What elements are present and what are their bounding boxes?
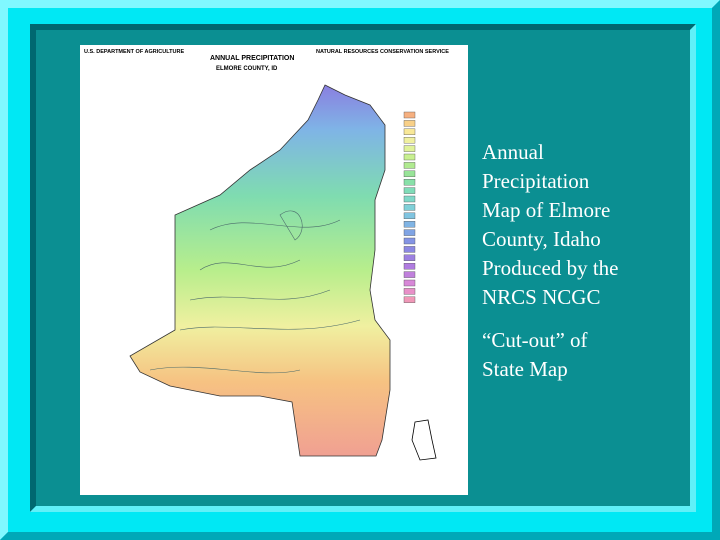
legend-swatch [403,187,416,194]
caption-line: Annual [482,140,544,164]
legend-swatch [403,120,416,127]
legend-swatch [403,111,416,119]
caption-line: Produced by the [482,256,618,280]
legend-swatch [403,263,416,270]
caption: Annual Precipitation Map of Elmore County, … [482,140,618,309]
legend-swatch [403,279,416,287]
legend-swatch [403,204,416,211]
note-line: State Map [482,357,568,381]
legend-swatch [403,195,416,203]
caption-line: Precipitation [482,169,590,193]
legend-swatch [403,212,416,220]
map-legend [403,111,416,303]
legend-swatch [403,145,416,152]
legend-swatch [403,271,416,278]
map-title: ANNUAL PRECIPITATION [210,55,294,62]
legend-swatch [403,220,416,228]
legend-swatch [403,170,416,178]
legend-swatch [403,153,416,161]
legend-swatch [403,237,416,245]
map-agency: U.S. DEPARTMENT OF AGRICULTURE [84,49,184,55]
caption-line: NRCS NCGC [482,285,600,309]
state-inset [411,419,437,461]
legend-swatch [403,296,416,303]
county-map [129,84,391,457]
legend-swatch [403,288,416,295]
legend-swatch [403,128,416,136]
legend-swatch [403,162,416,169]
map-service: NATURAL RESOURCES CONSERVATION SERVICE [316,49,449,55]
caption-line: Map of Elmore [482,198,610,222]
caption-line: County, Idaho [482,227,601,251]
note: “Cut-out” of State Map [482,328,588,381]
legend-swatch [403,136,416,144]
legend-swatch [403,246,416,253]
legend-swatch [403,178,416,186]
legend-swatch [403,229,416,236]
map-subtitle: ELMORE COUNTY, ID [216,66,278,72]
contours [149,210,361,374]
legend-swatch [403,254,416,262]
note-line: “Cut-out” of [482,328,588,352]
